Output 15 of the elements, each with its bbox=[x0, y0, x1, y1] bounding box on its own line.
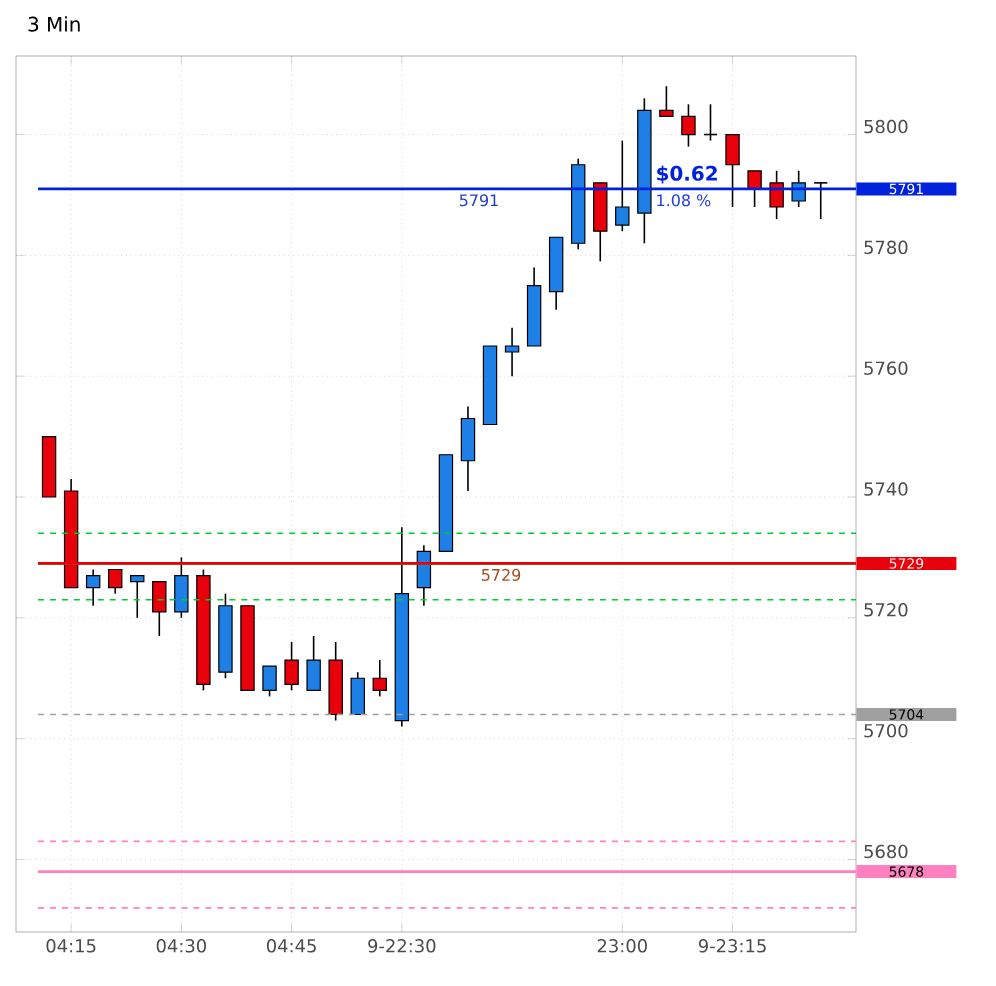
annotation: $0.62 bbox=[657, 165, 717, 184]
x-tick-label: 9-22:30 bbox=[368, 939, 436, 953]
x-tick-label: 04:45 bbox=[266, 939, 316, 953]
y-tick-label: 5720 bbox=[864, 603, 908, 617]
chart-title: 3 Min bbox=[28, 16, 80, 32]
y-tick-label: 5760 bbox=[864, 361, 908, 375]
y-tick-label: 5800 bbox=[864, 119, 908, 134]
x-tick-label: 04:15 bbox=[46, 939, 96, 953]
y-tick-label: 5700 bbox=[864, 723, 908, 738]
x-tick-label: 04:30 bbox=[156, 939, 206, 953]
x-tick-label: 9-23:15 bbox=[698, 939, 766, 953]
y-tick-label: 5740 bbox=[864, 482, 908, 496]
y-tick-label: 5680 bbox=[864, 844, 908, 859]
x-tick-label: 23:00 bbox=[597, 939, 647, 953]
y-tick-label: 5780 bbox=[864, 240, 908, 255]
